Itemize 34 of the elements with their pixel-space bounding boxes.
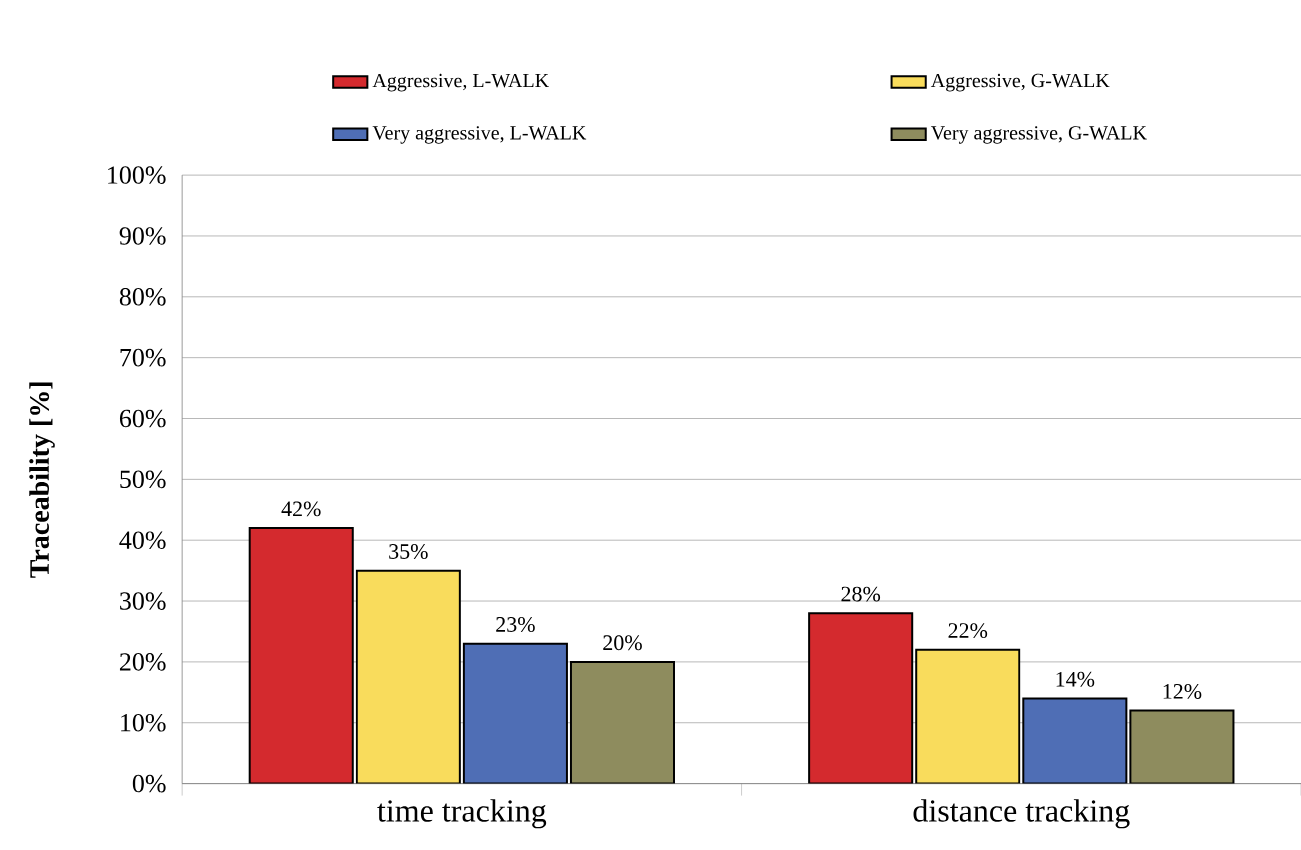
bar bbox=[569, 661, 676, 784]
legend-label: Aggressive, G-WALK bbox=[930, 74, 1110, 92]
bar bbox=[1129, 709, 1235, 784]
y-tick-label: 80% bbox=[119, 288, 166, 306]
data-label: 35% bbox=[389, 544, 428, 560]
data-label: 23% bbox=[496, 617, 535, 633]
data-label: 14% bbox=[1056, 671, 1095, 687]
y-tick-label: 60% bbox=[119, 409, 166, 428]
bar bbox=[462, 642, 568, 784]
data-label: 28% bbox=[841, 586, 881, 602]
y-tick-label: 100% bbox=[108, 166, 166, 185]
y-tick-label: 30% bbox=[120, 592, 166, 611]
legend-label: Very aggressive, L-WALK bbox=[372, 126, 587, 144]
legend-label: Very aggressive, G-WALK bbox=[930, 126, 1147, 144]
y-tick-label: 70% bbox=[120, 349, 166, 367]
y-tick-label: 40% bbox=[119, 531, 166, 550]
x-tick-label: time tracking bbox=[377, 799, 547, 829]
y-tick-label: 10% bbox=[121, 714, 166, 732]
bar bbox=[1022, 697, 1128, 784]
data-label: 20% bbox=[603, 635, 642, 651]
data-label: 12% bbox=[1163, 684, 1202, 700]
y-tick-label: 0% bbox=[132, 774, 166, 793]
y-tick-label: 20% bbox=[119, 653, 166, 671]
y-tick-label: 90% bbox=[119, 227, 166, 245]
bar bbox=[355, 569, 461, 784]
legend-label: Aggressive, L-WALK bbox=[372, 74, 549, 92]
bar bbox=[248, 527, 354, 784]
bar bbox=[808, 612, 914, 784]
data-label: 22% bbox=[948, 623, 988, 639]
data-label: 42% bbox=[281, 501, 321, 517]
y-axis-title: Traceability [%] bbox=[29, 382, 55, 579]
y-tick-label: 50% bbox=[120, 470, 166, 489]
x-tick-label: distance tracking bbox=[913, 799, 1130, 829]
bar bbox=[915, 648, 1021, 784]
